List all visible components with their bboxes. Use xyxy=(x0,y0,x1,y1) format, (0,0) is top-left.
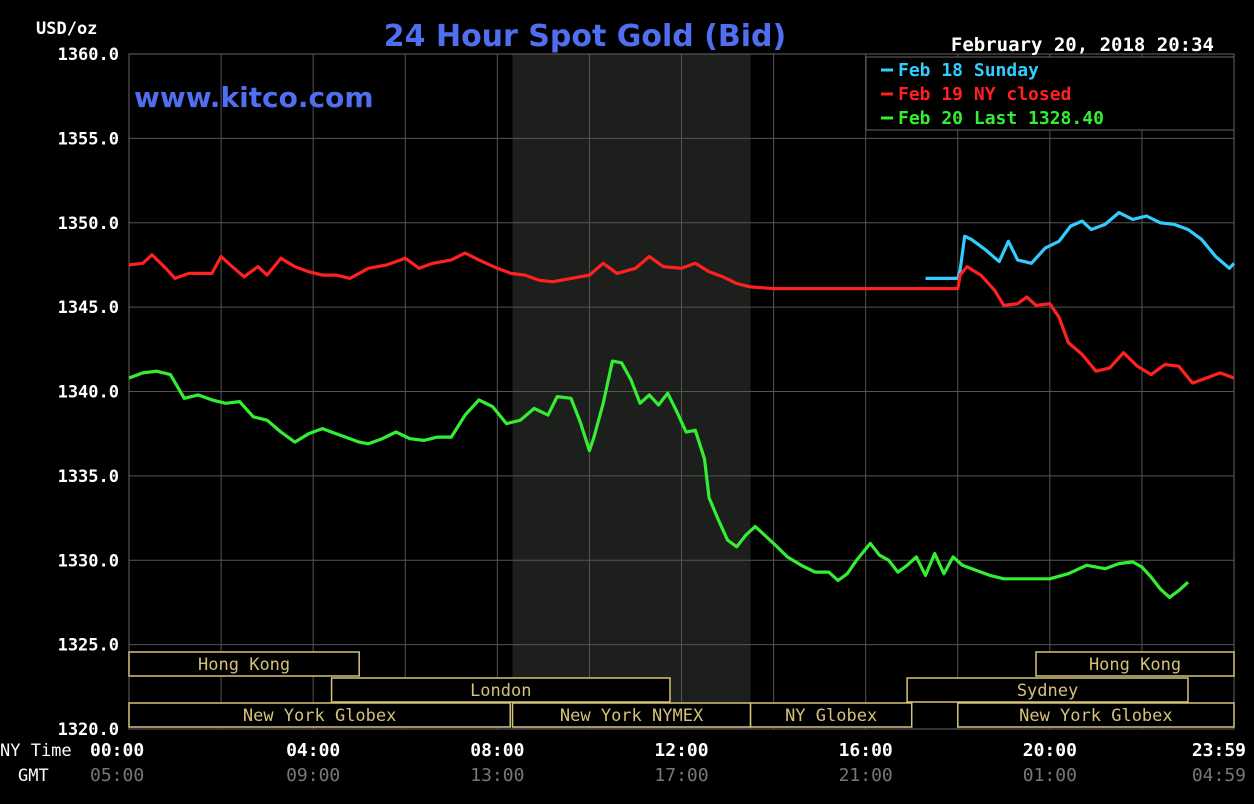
gmt-row-label: GMT xyxy=(18,766,49,786)
legend-box xyxy=(865,56,1235,131)
session-bar-box xyxy=(128,651,360,677)
y-tick-label: 1345.0 xyxy=(58,298,119,318)
y-tick-label: 1360.0 xyxy=(58,45,119,65)
plot-frame xyxy=(128,53,1235,730)
session-bar-box xyxy=(128,702,511,728)
session-bar: London xyxy=(330,677,671,703)
x-tick-label-gmt: 04:59 xyxy=(1192,765,1246,786)
y-tick-label: 1325.0 xyxy=(58,636,119,656)
session-bar-box xyxy=(906,677,1189,703)
x-tick-label-ny: 08:00 xyxy=(470,740,524,761)
session-bar: Sydney xyxy=(906,677,1189,703)
x-tick-label-ny: 00:00 xyxy=(90,740,144,761)
session-bar-box xyxy=(330,677,671,703)
session-bar-box xyxy=(511,702,752,728)
session-label: New York Globex xyxy=(1019,706,1173,726)
x-tick-label-ny: 16:00 xyxy=(839,740,893,761)
session-label: London xyxy=(470,681,531,701)
x-tick-label-gmt: 09:00 xyxy=(286,765,340,786)
session-bar-box xyxy=(749,702,913,728)
legend-label: Feb 19 NY closed xyxy=(898,84,1071,105)
y-tick-label: 1350.0 xyxy=(58,214,119,234)
session-label: Hong Kong xyxy=(198,655,290,675)
session-bar-box xyxy=(1035,651,1235,677)
session-bar: NY Globex xyxy=(749,702,913,728)
y-tick-label: 1355.0 xyxy=(58,129,119,149)
y-tick-label: 1340.0 xyxy=(58,383,119,403)
x-tick-label-gmt: 17:00 xyxy=(654,765,708,786)
chart-title: 24 Hour Spot Gold (Bid) xyxy=(384,19,786,54)
series-line-2 xyxy=(128,359,1190,599)
x-tick-label-gmt: 21:00 xyxy=(839,765,893,786)
x-tick-label-gmt: 05:00 xyxy=(90,765,144,786)
session-bar-box xyxy=(957,702,1235,728)
session-label: New York NYMEX xyxy=(560,706,704,726)
x-tick-label-ny: 20:00 xyxy=(1023,740,1077,761)
legend-items: Feb 18 Sunday Feb 19 NY closed Feb 20 Last… xyxy=(881,60,1104,129)
series-lines xyxy=(128,211,1236,599)
session-bar: New York Globex xyxy=(128,702,511,728)
axes: 1360.0 1355.0 1350.0 1345.0 1340.0 1335.0 1330… xyxy=(58,45,1246,786)
series-line-0 xyxy=(925,211,1236,280)
grid-lines xyxy=(128,53,1235,730)
x-tick-label-gmt: 13:00 xyxy=(470,765,524,786)
y-tick-label: 1320.0 xyxy=(58,720,119,740)
session-label: Hong Kong xyxy=(1089,655,1181,675)
session-bar: Hong Kong xyxy=(128,651,360,677)
x-tick-label-ny: 04:00 xyxy=(286,740,340,761)
session-bar: Hong Kong xyxy=(1035,651,1235,677)
legend: Feb 18 Sunday Feb 19 NY closed Feb 20 Last… xyxy=(865,56,1235,131)
session-bar: New York NYMEX xyxy=(511,702,752,728)
session-label: NY Globex xyxy=(785,706,877,726)
session-label: Sydney xyxy=(1017,681,1078,701)
y-axis-unit-label: USD/oz xyxy=(36,19,97,39)
session-label: New York Globex xyxy=(243,706,397,726)
legend-label: Feb 18 Sunday xyxy=(898,60,1039,81)
x-tick-label-gmt: 01:00 xyxy=(1023,765,1077,786)
session-bar: New York Globex xyxy=(957,702,1235,728)
legend-label: Feb 20 Last 1328.40 xyxy=(898,108,1104,129)
trading-sessions: Hong Kong London New York Globex New York N… xyxy=(128,651,1235,728)
series-line-1 xyxy=(128,251,1235,385)
x-tick-label-ny: 23:59 xyxy=(1192,740,1246,761)
watermark-text: www.kitco.com xyxy=(134,81,374,114)
x-tick-label-ny: 12:00 xyxy=(654,740,708,761)
ny-time-row-label: NY Time xyxy=(0,741,72,761)
y-tick-label: 1330.0 xyxy=(58,551,119,571)
y-tick-label: 1335.0 xyxy=(58,467,119,487)
timestamp-label: February 20, 2018 20:34 xyxy=(951,34,1214,56)
